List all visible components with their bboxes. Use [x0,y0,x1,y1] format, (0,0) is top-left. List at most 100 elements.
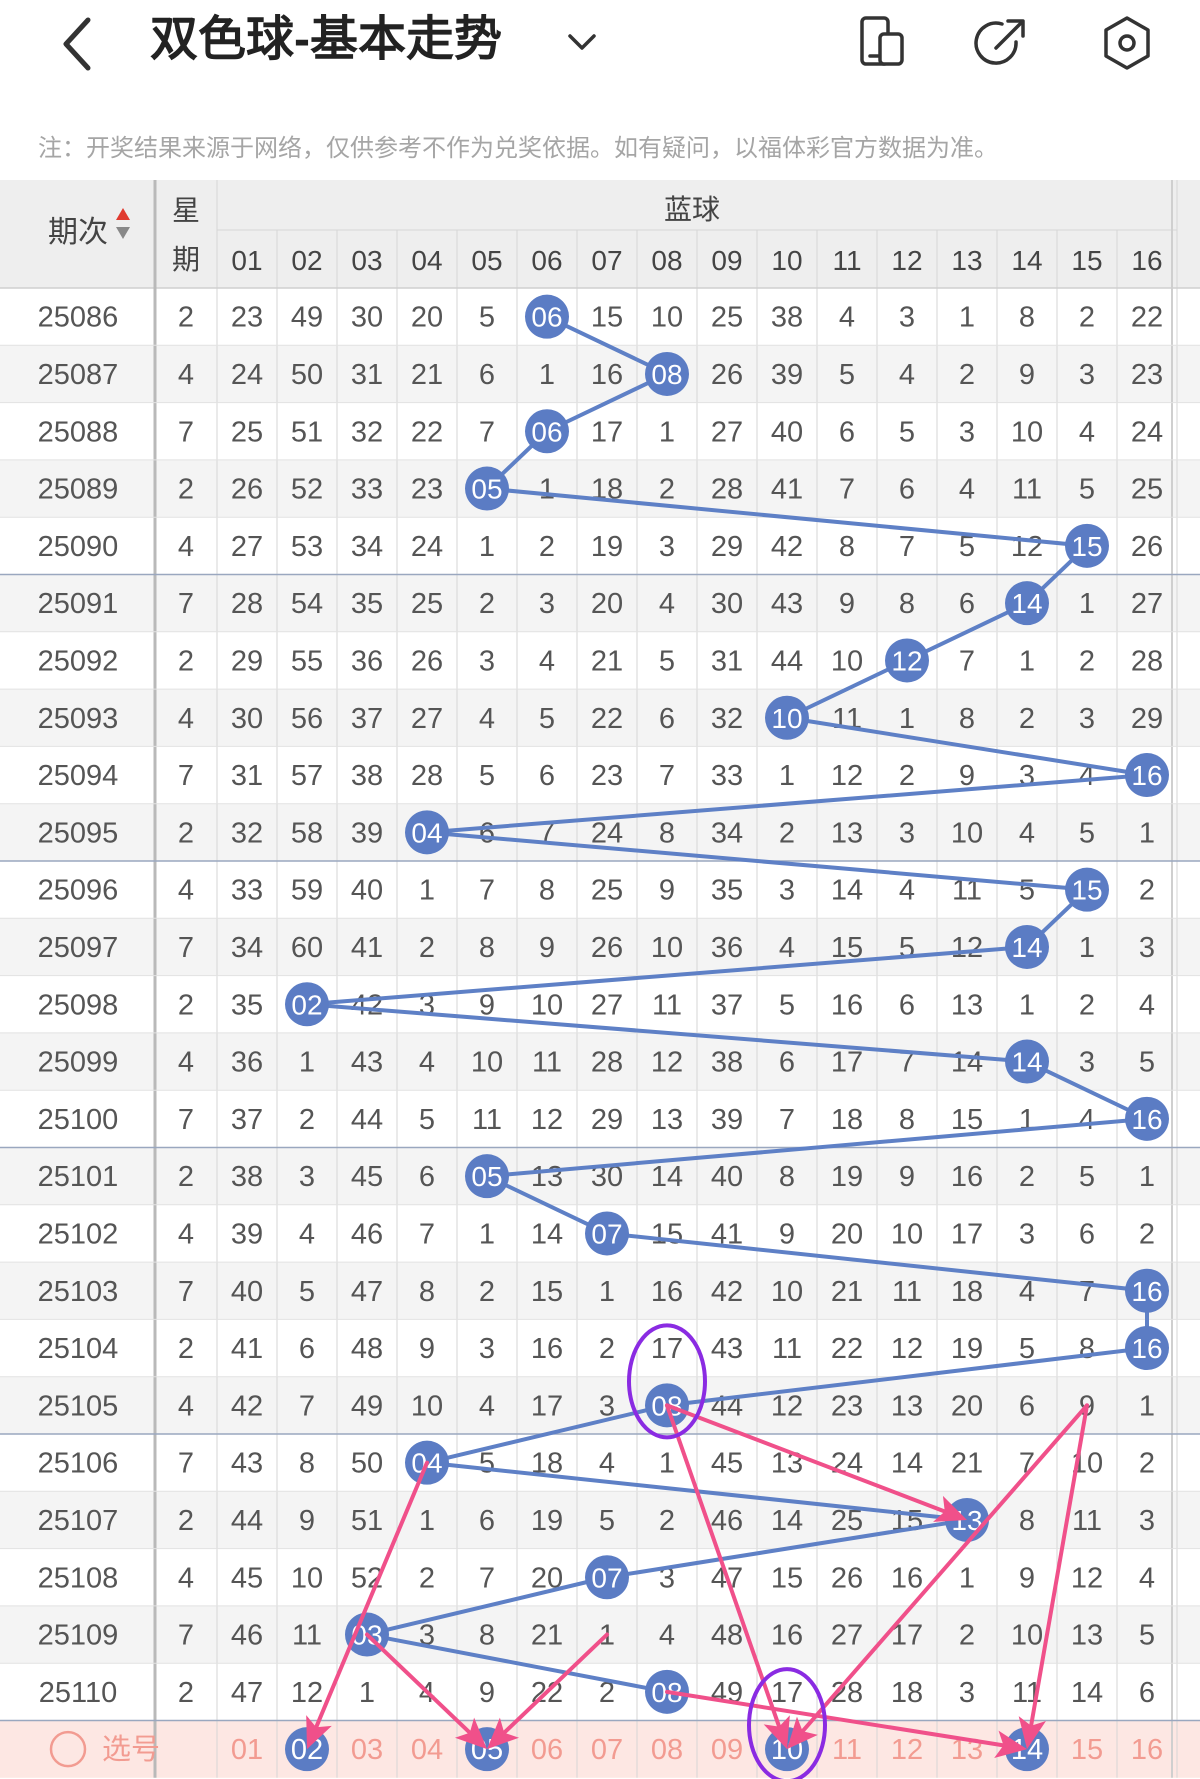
week-cell: 2 [178,474,194,506]
table-row [0,1262,1200,1320]
omission-cell: 20 [411,302,443,334]
omission-cell: 5 [599,1505,615,1537]
omission-cell: 2 [1079,302,1095,334]
table-header-bg [0,180,1200,288]
omission-cell: 4 [1019,1276,1035,1308]
omission-cell: 2 [479,1276,495,1308]
omission-cell: 11 [1072,1505,1102,1537]
omission-cell: 5 [479,760,495,792]
sort-asc-icon[interactable] [116,208,130,220]
column-header-ball: 11 [832,245,861,276]
omission-cell: 2 [539,531,555,563]
issue-cell: 25101 [38,1161,119,1193]
select-number[interactable]: 09 [711,1734,743,1766]
omission-cell: 22 [411,416,443,448]
omission-cell: 26 [231,474,263,506]
omission-cell: 4 [959,474,975,506]
table-row [0,1032,1200,1091]
select-number[interactable]: 15 [1071,1734,1103,1766]
omission-cell: 47 [351,1276,383,1308]
week-cell: 4 [178,1047,194,1079]
omission-cell: 31 [711,645,743,677]
omission-cell: 29 [1131,703,1163,735]
select-row-bg [0,1720,1200,1778]
omission-cell: 8 [899,588,915,620]
omission-cell: 26 [831,1562,863,1594]
omission-cell: 10 [771,1276,803,1308]
omission-cell: 5 [1139,1620,1155,1652]
chevron-down-icon[interactable] [560,20,604,64]
select-radio[interactable] [49,1730,87,1768]
select-number[interactable]: 12 [891,1734,923,1766]
omission-cell: 1 [779,760,795,792]
arrow-head [487,1717,520,1750]
highlight-circle [747,1667,827,1779]
omission-cell: 24 [231,359,263,391]
omission-cell: 17 [651,1333,683,1365]
blue-ball-number: 05 [471,1161,502,1192]
omission-cell: 2 [659,1505,675,1537]
omission-cell: 48 [351,1333,383,1365]
blue-ball-number: 07 [591,1562,622,1593]
settings-icon[interactable] [1096,12,1158,74]
table-row [0,574,1200,632]
page-title: 双色球-基本走势 [150,13,502,66]
select-number[interactable]: 01 [231,1734,263,1766]
phone-screen-icon[interactable] [850,12,912,74]
omission-cell: 5 [959,531,975,563]
week-cell: 7 [178,588,194,620]
omission-cell: 3 [1139,1505,1155,1537]
omission-cell: 30 [711,588,743,620]
select-number[interactable]: 03 [351,1734,383,1766]
app-header: 双色球-基本走势 [0,0,1200,90]
column-header-ball: 02 [291,245,322,276]
omission-cell: 32 [231,817,263,849]
sort-desc-icon[interactable] [116,227,130,239]
week-cell: 7 [178,932,194,964]
select-number[interactable]: 04 [411,1734,443,1766]
table-row [0,1491,1200,1549]
chevron-left-icon[interactable] [48,8,108,78]
omission-cell: 36 [351,645,383,677]
omission-cell: 25 [1131,474,1163,506]
column-header-ball: 07 [591,245,622,276]
week-cell: 2 [178,1161,194,1193]
omission-cell: 10 [951,817,983,849]
omission-cell: 13 [831,817,863,849]
issue-cell: 25090 [38,531,119,563]
disclaimer-note: 注：开奖结果来源于网络，仅供参考不作为兑奖依据。如有疑问，以福体彩官方数据为准。 [38,135,998,162]
omission-cell: 6 [659,703,675,735]
table-row [0,402,1200,460]
table-row [0,918,1200,976]
omission-cell: 23 [591,760,623,792]
week-cell: 4 [178,1562,194,1594]
omission-cell: 6 [1139,1677,1155,1709]
select-number[interactable]: 16 [1131,1734,1163,1766]
omission-cell: 26 [1131,531,1163,563]
omission-cell: 3 [299,1161,315,1193]
annotation-arrow [665,1403,947,1514]
table-row [0,1663,1200,1721]
select-number[interactable]: 07 [591,1734,623,1766]
omission-cell: 2 [1139,875,1155,907]
blue-ball-marker [1065,867,1109,912]
select-label[interactable]: 选号 [102,1733,160,1766]
select-number[interactable]: 08 [651,1734,683,1766]
select-number[interactable]: 06 [531,1734,563,1766]
week-cell: 4 [178,1390,194,1422]
blue-ball-number: 14 [1011,588,1042,619]
omission-cell: 7 [899,1047,915,1079]
column-header-ball: 10 [771,245,802,276]
omission-cell: 12 [1011,531,1043,563]
omission-cell: 1 [959,302,975,334]
omission-cell: 41 [351,932,383,964]
omission-cell: 4 [839,302,855,334]
omission-cell: 10 [411,1390,443,1422]
share-icon[interactable] [970,12,1032,74]
select-number[interactable]: 11 [832,1734,862,1766]
omission-cell: 3 [1079,359,1095,391]
omission-cell: 45 [351,1161,383,1193]
omission-cell: 46 [231,1620,263,1652]
table-row [0,861,1200,919]
omission-cell: 3 [539,588,555,620]
